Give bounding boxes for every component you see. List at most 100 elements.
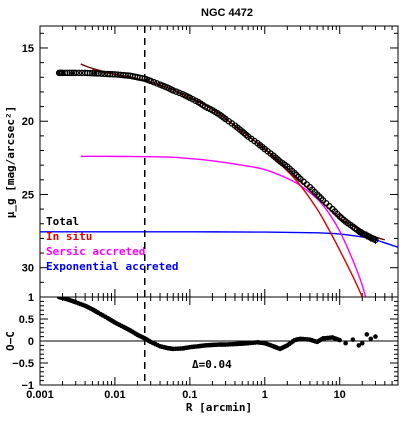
observed-point — [64, 69, 71, 77]
residual-point — [133, 331, 138, 337]
observed-point — [267, 150, 274, 157]
x-tick-label: 10 — [334, 389, 346, 401]
y-tick-label: 15 — [22, 43, 34, 55]
residual-point — [359, 340, 365, 346]
observed-point — [334, 210, 341, 218]
residual-point — [146, 338, 152, 344]
bottom-panel-y-axis-label: O−C — [4, 331, 17, 351]
residual-point — [80, 302, 86, 308]
residual-point — [201, 343, 206, 348]
observed-profile-points — [55, 69, 379, 244]
residual-point — [230, 341, 235, 347]
residual-point — [276, 345, 281, 351]
observed-point — [311, 188, 318, 196]
residual-point — [155, 342, 160, 348]
residual-point — [71, 299, 77, 305]
residual-point — [350, 337, 356, 342]
observed-point — [72, 69, 79, 77]
observed-point — [347, 221, 354, 229]
observed-point — [106, 70, 114, 78]
observed-point — [288, 167, 296, 175]
legend: Total In situ Sersic accreted Exponential a… — [46, 215, 178, 273]
y-tick-label: 0 — [28, 336, 34, 348]
observed-point — [84, 69, 91, 77]
residual-point — [296, 336, 302, 342]
y-tick-label: 20 — [22, 116, 34, 128]
x-tick-label: 0.01 — [104, 389, 125, 401]
observed-point — [61, 69, 69, 77]
bottom-panel-y-tick-labels: 1 0.5 0 −0.5 −1 — [12, 292, 34, 392]
y-tick-label: 30 — [22, 263, 34, 275]
observed-point — [167, 86, 175, 93]
observed-point — [176, 89, 183, 97]
observed-point — [259, 143, 266, 151]
top-panel-x-ticks — [39, 26, 399, 297]
observed-point — [68, 69, 76, 77]
chart-title: NGC 4472 — [201, 7, 253, 19]
observed-point — [58, 69, 65, 77]
residual-point — [319, 336, 324, 342]
residual-point — [185, 345, 191, 350]
bottom-panel-x-ticks — [39, 297, 399, 385]
observed-point — [220, 114, 227, 121]
observed-point — [213, 109, 221, 117]
residual-point — [208, 342, 213, 348]
residual-point — [356, 343, 362, 348]
observed-point — [242, 131, 250, 139]
residual-point — [305, 337, 310, 342]
residual-annotation: Δ=0.04 — [192, 358, 232, 371]
residual-point — [169, 346, 175, 352]
residual-point — [283, 343, 288, 349]
residual-point — [126, 327, 131, 332]
residual-point — [260, 340, 266, 346]
x-axis-tick-labels: 0.001 0.01 0.1 1 10 — [26, 389, 346, 401]
top-panel-y-tick-labels: 15 20 25 30 — [22, 43, 34, 275]
legend-entry: In situ — [46, 230, 92, 243]
residual-point — [110, 319, 116, 324]
residual-point — [268, 343, 274, 348]
residual-point — [193, 344, 199, 349]
observed-point — [199, 101, 207, 109]
residual-point — [238, 341, 243, 347]
observed-point — [281, 161, 289, 169]
y-tick-label: 25 — [22, 189, 34, 201]
residual-point — [327, 335, 333, 341]
observed-point — [114, 71, 122, 78]
in-situ-curve — [92, 69, 364, 297]
legend-entry: Total — [46, 215, 79, 228]
observed-point — [236, 126, 244, 133]
x-tick-label: 1 — [262, 389, 268, 401]
residual-point — [103, 314, 108, 320]
residual-point — [364, 332, 370, 337]
top-panel-y-axis-label: μ_g [mag/arcsec²] — [4, 106, 17, 219]
observed-point — [153, 80, 161, 87]
legend-entry: Sersic accreted — [46, 245, 145, 258]
residual-point — [335, 337, 341, 342]
observed-point — [192, 97, 199, 104]
residual-point — [94, 309, 100, 315]
observed-point — [150, 78, 158, 86]
residual-point — [373, 334, 378, 339]
observed-point — [317, 195, 325, 202]
legend-entry: Exponential accreted — [46, 260, 178, 273]
top-panel: 15 20 25 30 Total In situ Sersic accreted Expo… — [4, 25, 399, 298]
residual-point — [177, 346, 183, 351]
observed-point — [370, 235, 378, 243]
observed-point — [184, 93, 191, 100]
observed-point — [274, 156, 282, 163]
top-panel-series — [40, 63, 398, 297]
x-tick-label: 0.1 — [182, 389, 197, 401]
residual-point — [215, 342, 221, 347]
observed-point — [303, 181, 311, 188]
y-tick-label: 1 — [28, 292, 34, 304]
residual-point — [119, 323, 124, 329]
y-tick-label: −1 — [21, 380, 34, 392]
observed-point — [98, 70, 105, 77]
bottom-panel: 1 0.5 0 −0.5 −1 Δ=0.04 O−C — [4, 292, 399, 392]
x-tick-label: 0.001 — [26, 389, 54, 401]
y-tick-label: −0.5 — [12, 358, 34, 370]
observed-point — [228, 120, 236, 127]
x-axis-label: R [arcmin] — [186, 401, 252, 414]
observed-point — [173, 88, 180, 95]
